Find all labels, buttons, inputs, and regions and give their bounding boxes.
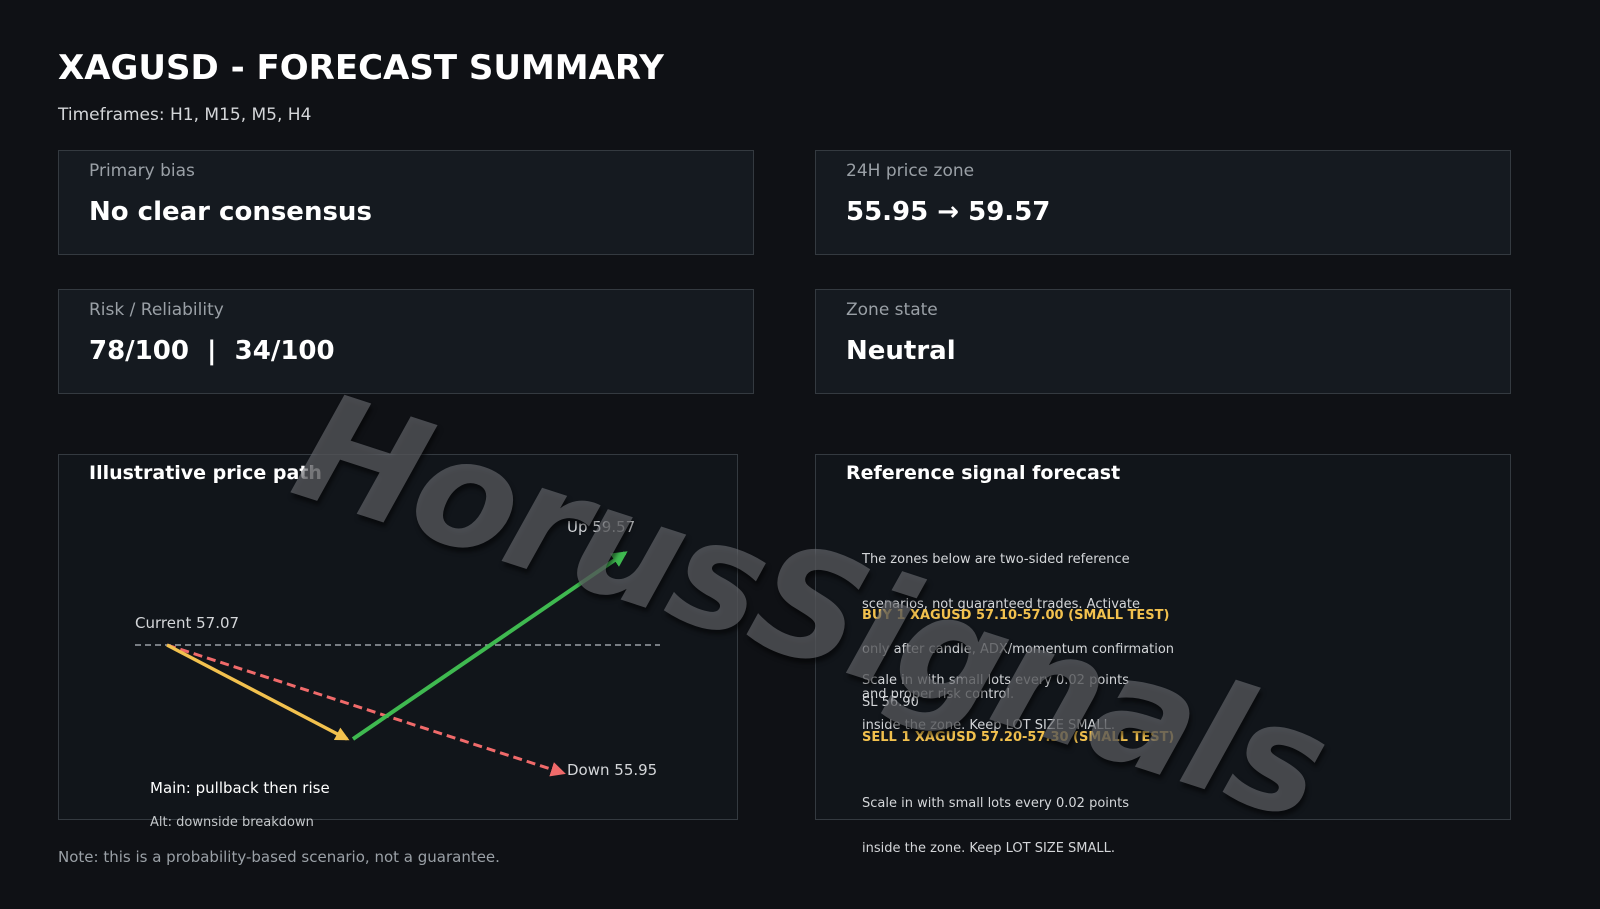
- alt-label: Alt: downside breakdown: [150, 815, 314, 830]
- card-value: Neutral: [846, 336, 956, 366]
- card-value: No clear consensus: [89, 197, 372, 227]
- stop-loss: SL 56.90: [862, 695, 919, 710]
- card-label: Risk / Reliability: [89, 300, 224, 320]
- sell-line: Scale in with small lots every 0.02 poin…: [862, 796, 1129, 811]
- rise-path: [351, 551, 628, 741]
- panel-title: Illustrative price path: [89, 462, 322, 484]
- up-label: Up 59.57: [567, 518, 636, 536]
- down-label: Down 55.95: [567, 761, 658, 779]
- buy-text: Scale in with small lots every 0.02 poin…: [862, 643, 1129, 748]
- title: XAGUSD - FORECAST SUMMARY: [58, 48, 664, 88]
- forecast-panel: [815, 454, 1511, 820]
- sell-text: Scale in with small lots every 0.02 poin…: [862, 766, 1129, 871]
- pullback-path: [166, 643, 350, 741]
- panel-title: Reference signal forecast: [846, 462, 1121, 484]
- card: Primary bias No clear consensus: [58, 150, 754, 255]
- buy-line: Scale in with small lots every 0.02 poin…: [862, 673, 1129, 688]
- intro-line: only after candle, ADX/momentum confirma…: [862, 642, 1175, 657]
- card-label: 24H price zone: [846, 161, 975, 181]
- intro-line: The zones below are two-sided reference: [862, 552, 1130, 567]
- buy-heading: BUY 1 XAGUSD 57.10-57.00 (SMALL TEST): [862, 608, 1170, 623]
- card-label: Zone state: [846, 300, 938, 320]
- intro-line: scenarios, not guaranteed trades. Activa…: [862, 597, 1140, 612]
- intro-line: and proper risk control.: [862, 687, 1015, 702]
- intro: The zones below are two-sided reference …: [862, 522, 1174, 717]
- subtitle: Timeframes: H1, M15, M5, H4: [58, 105, 312, 125]
- path-panel: [58, 454, 738, 820]
- current-label: Current 57.07: [135, 614, 240, 632]
- card: 24H price zone 55.95 → 59.57: [815, 150, 1511, 255]
- main-label: Main: pullback then rise: [150, 779, 330, 797]
- card: Risk / Reliability 78/100 | 34/100: [58, 289, 754, 394]
- sell-heading: SELL 1 XAGUSD 57.20-57.30 (SMALL TEST): [862, 730, 1175, 745]
- note: Note: this is a probability-based scenar…: [58, 848, 500, 866]
- sell-line: inside the zone. Keep LOT SIZE SMALL.: [862, 841, 1116, 856]
- card-value: 55.95 → 59.57: [846, 197, 1051, 227]
- card-value: 78/100 | 34/100: [89, 336, 335, 366]
- card-label: Primary bias: [89, 161, 195, 181]
- card: Zone state Neutral: [815, 289, 1511, 394]
- alt-path: [166, 643, 566, 777]
- buy-line: inside the zone. Keep LOT SIZE SMALL.: [862, 718, 1116, 733]
